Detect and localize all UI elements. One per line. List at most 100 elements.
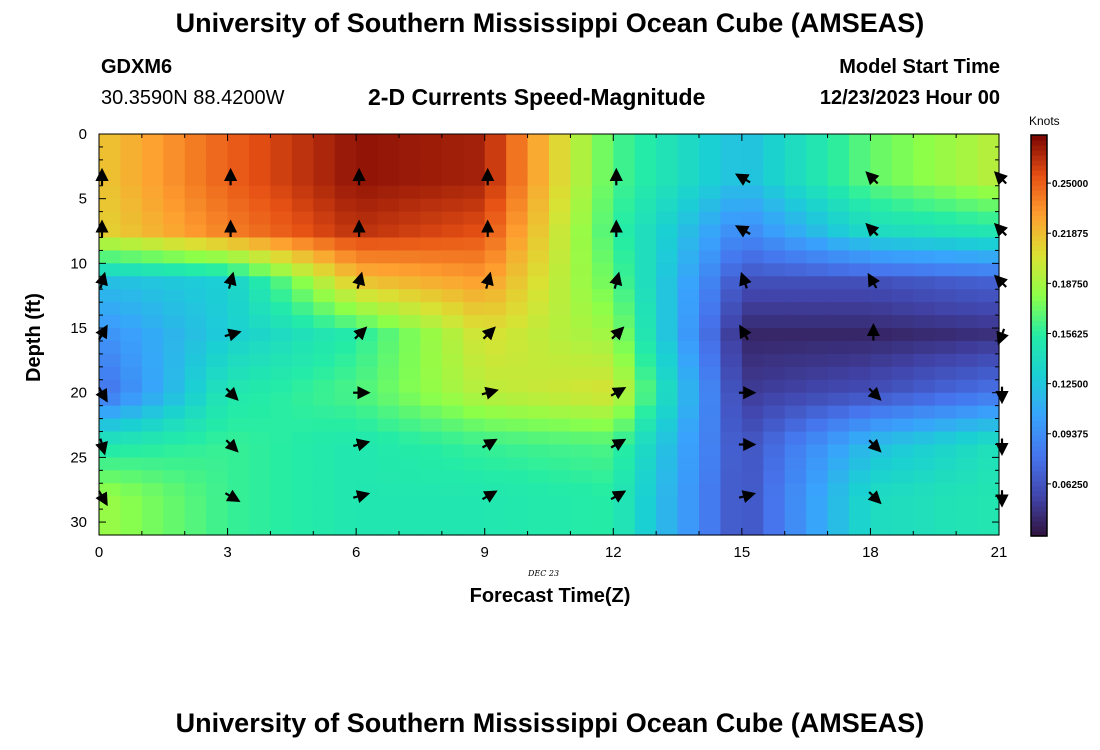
heatmap-cell <box>484 289 507 303</box>
heatmap-cell <box>827 328 850 342</box>
heatmap-cell <box>784 418 807 433</box>
heatmap-cell <box>849 172 872 187</box>
heatmap-cell <box>913 211 936 226</box>
heatmap-cell <box>720 302 743 316</box>
heatmap-cell <box>827 172 850 187</box>
heatmap-cell <box>420 431 443 446</box>
current-vector-arrow <box>739 324 752 341</box>
heatmap-cell <box>613 263 636 277</box>
heatmap-cell <box>827 185 850 200</box>
heatmap-cell <box>141 276 164 290</box>
colorbar-segment <box>1031 395 1047 402</box>
heatmap-cell <box>806 302 829 316</box>
heatmap-cell <box>120 250 143 264</box>
heatmap-cell <box>270 224 293 239</box>
heatmap-cell <box>463 146 486 161</box>
heatmap-cell <box>870 211 893 226</box>
heatmap-cell <box>484 159 507 174</box>
heatmap-cell <box>763 522 786 536</box>
heatmap-cell <box>206 509 229 523</box>
heatmap-cell <box>420 211 443 226</box>
heatmap-cell <box>570 496 593 510</box>
heatmap-cell <box>891 263 914 277</box>
heatmap-cell <box>784 315 807 329</box>
heatmap-cell <box>99 457 122 471</box>
x-tick-label: 3 <box>223 544 231 561</box>
heatmap-cell <box>549 134 572 148</box>
heatmap-cell <box>956 483 979 497</box>
heatmap-cell <box>270 289 293 303</box>
heatmap-cell <box>763 146 786 161</box>
heatmap-cell <box>806 198 829 213</box>
current-vector-arrow <box>224 386 239 401</box>
heatmap-cell <box>549 431 572 446</box>
heatmap-cell <box>441 340 464 355</box>
heatmap-cell <box>313 289 336 303</box>
heatmap-cell <box>827 302 850 316</box>
heatmap-cell <box>420 172 443 187</box>
heatmap-cell <box>356 315 379 329</box>
y-tick-label: 30 <box>70 514 87 531</box>
heatmap-cell <box>613 250 636 264</box>
heatmap-cell <box>120 366 143 381</box>
heatmap-cell <box>506 483 529 497</box>
colorbar-segment <box>1031 185 1047 191</box>
heatmap-cell <box>699 185 722 200</box>
current-vector-arrow <box>609 271 623 289</box>
colorbar-segment <box>1031 470 1047 477</box>
heatmap-cell <box>463 496 486 510</box>
heatmap-cell <box>441 172 464 187</box>
heatmap-cell <box>484 302 507 316</box>
heatmap-cell <box>741 366 764 381</box>
heatmap-cell <box>806 224 829 239</box>
heatmap-cell <box>677 159 700 174</box>
heatmap-cell <box>977 392 1000 407</box>
heatmap-cell <box>591 457 614 471</box>
heatmap-cell <box>977 185 1000 200</box>
heatmap-cell <box>570 159 593 174</box>
heatmap-cell <box>891 185 914 200</box>
heatmap-cell <box>934 146 957 161</box>
heatmap-cell <box>806 483 829 497</box>
heatmap-cell <box>249 353 272 368</box>
colorbar-segment <box>1031 350 1047 357</box>
heatmap-cell <box>420 340 443 355</box>
heatmap-cell <box>527 198 550 213</box>
heatmap-cell <box>270 366 293 381</box>
heatmap-cell <box>549 366 572 381</box>
heatmap-cell <box>870 418 893 433</box>
heatmap-cell <box>184 483 207 497</box>
heatmap-cell <box>141 483 164 497</box>
heatmap-cell <box>570 522 593 536</box>
heatmap-cell <box>699 522 722 536</box>
heatmap-cell <box>206 172 229 187</box>
heatmap-cell <box>163 211 186 226</box>
heatmap-cell <box>634 146 657 161</box>
heatmap-cell <box>184 198 207 213</box>
heatmap-cell <box>699 302 722 316</box>
heatmap-cell <box>699 328 722 342</box>
heatmap-cell <box>291 379 314 394</box>
heatmap-cell <box>270 444 293 458</box>
heatmap-cell <box>249 289 272 303</box>
heatmap-cell <box>527 379 550 394</box>
heatmap-cell <box>206 366 229 381</box>
heatmap-cell <box>356 340 379 355</box>
heatmap-cell <box>420 224 443 239</box>
heatmap-cell <box>313 159 336 174</box>
heatmap-cell <box>463 276 486 290</box>
heatmap-cell <box>827 146 850 161</box>
heatmap-cell <box>956 134 979 148</box>
heatmap-cell <box>977 159 1000 174</box>
heatmap-cell <box>827 289 850 303</box>
chart-subtitle: 2-D Currents Speed-Magnitude <box>368 84 706 110</box>
heatmap-cell <box>313 211 336 226</box>
heatmap-cell <box>977 340 1000 355</box>
heatmap-cell <box>870 134 893 148</box>
heatmap-cell <box>891 172 914 187</box>
heatmap-cell <box>506 470 529 484</box>
current-vector-arrow <box>95 271 108 289</box>
heatmap-cell <box>463 444 486 458</box>
station-id: GDXM6 <box>101 56 173 78</box>
heatmap-cell <box>141 250 164 264</box>
